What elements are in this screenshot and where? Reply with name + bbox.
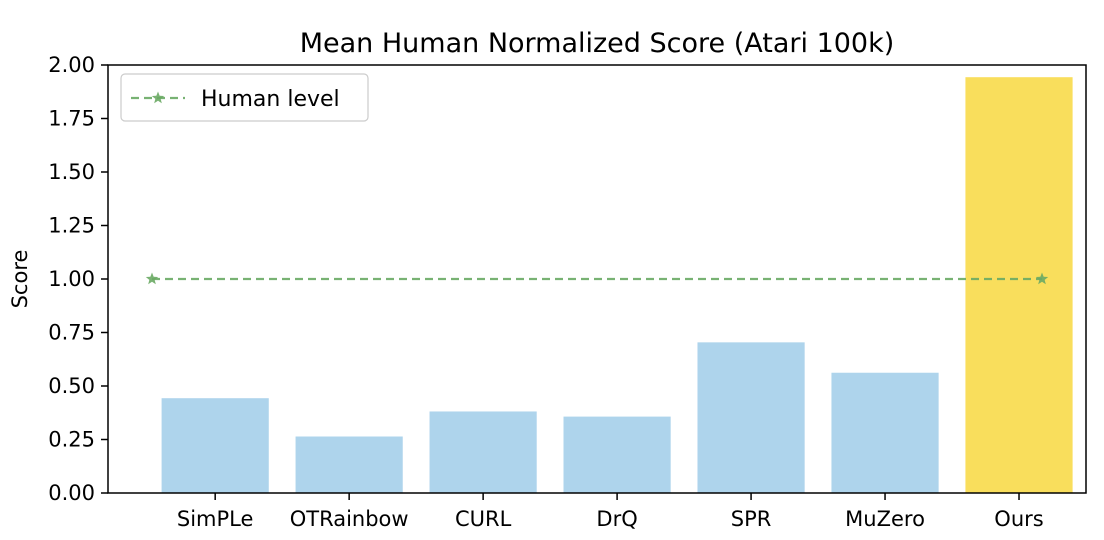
bar-ours: [965, 77, 1073, 493]
human-level-start-marker: [145, 272, 159, 285]
y-tick-label: 1.25: [48, 214, 95, 238]
x-tick-label: MuZero: [845, 507, 925, 531]
x-tick-label: SPR: [731, 507, 772, 531]
legend-star-icon: [151, 91, 165, 104]
y-tick-label: 2.00: [48, 53, 95, 77]
y-tick-label: 1.75: [48, 107, 95, 131]
y-tick-label: 0.25: [48, 428, 95, 452]
x-tick-label: DrQ: [596, 507, 637, 531]
bar-muzero: [831, 372, 939, 493]
bar-spr: [697, 342, 805, 493]
y-tick-label: 0.50: [48, 374, 95, 398]
y-axis: 0.00 0.25 0.50 0.75 1.00 1.25 1.50 1.75 2.00: [48, 53, 108, 505]
bar-curl: [429, 411, 537, 493]
y-tick-label: 1.50: [48, 160, 95, 184]
legend-box: [120, 73, 369, 122]
y-axis-label: Score: [8, 250, 32, 309]
x-tick-label: SimPLe: [177, 507, 254, 531]
x-tick-label: CURL: [455, 507, 512, 531]
human-level-line: [145, 272, 1049, 285]
x-axis: SimPLe OTRainbow CURL DrQ SPR MuZero Ours: [177, 493, 1044, 531]
bar-otrainbow: [295, 436, 403, 493]
legend: Human level: [120, 73, 369, 122]
y-tick-label: 1.00: [48, 267, 95, 291]
bars: [161, 77, 1073, 493]
x-tick-label: OTRainbow: [290, 507, 409, 531]
y-tick-label: 0.75: [48, 321, 95, 345]
legend-label: Human level: [201, 87, 340, 112]
human-level-end-marker: [1035, 272, 1049, 285]
bar-drq: [563, 416, 671, 493]
chart-title: Mean Human Normalized Score (Atari 100k): [300, 28, 895, 59]
x-tick-label: Ours: [994, 507, 1043, 531]
bar-simple: [161, 398, 269, 493]
y-tick-label: 0.00: [48, 481, 95, 505]
